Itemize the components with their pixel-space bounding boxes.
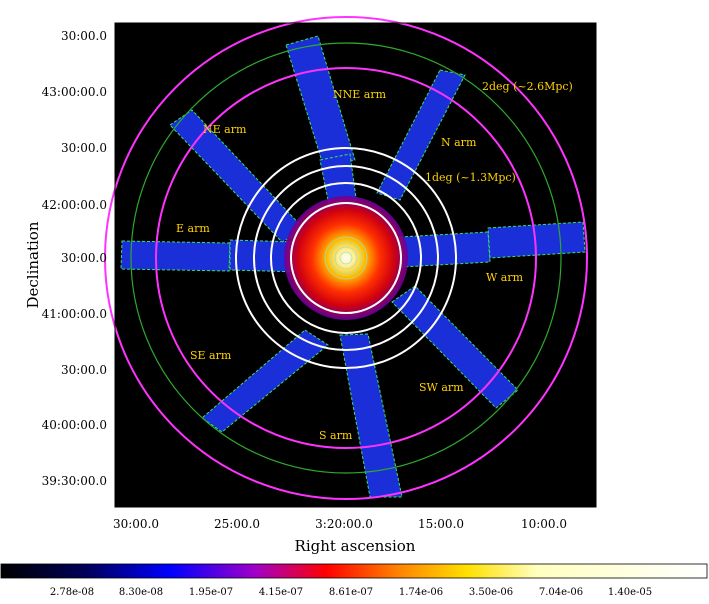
colorbar-tick-label: 3.50e-06 — [469, 587, 513, 598]
y-tick-label: 30:00.0 — [61, 29, 107, 43]
label-n-arm: N arm — [441, 136, 477, 149]
y-tick-label: 39:30:00.0 — [42, 474, 107, 488]
arm-s-strip — [339, 333, 403, 498]
arm-e-strip — [120, 240, 231, 272]
label-w-arm: W arm — [486, 271, 524, 284]
arm-w-inner — [399, 231, 491, 268]
arm-nne-strip — [285, 35, 356, 169]
colorbar-tick-labels: 2.78e-08 8.30e-08 1.95e-07 4.15e-07 8.61… — [50, 587, 652, 598]
colorbar — [0, 563, 708, 579]
magenta-ring-inner — [155, 67, 537, 449]
x-tick-label: 3:20:00.0 — [315, 517, 373, 531]
label-nne-arm: NNE arm — [333, 88, 387, 101]
y-tick-labels: 30:00.0 43:00:00.0 30:00.0 42:00:00.0 30… — [42, 29, 107, 488]
cluster-core — [284, 196, 408, 320]
x-tick-label: 15:00.0 — [418, 517, 464, 531]
y-tick-label: 30:00.0 — [61, 141, 107, 155]
magenta-ring-outer — [104, 16, 588, 500]
label-ne-arm: NE arm — [203, 123, 247, 136]
annotation-2deg: 2deg (~2.6Mpc) — [482, 80, 573, 93]
label-s-arm: S arm — [319, 429, 353, 442]
y-axis-label: Declination — [24, 221, 42, 308]
label-sw-arm: SW arm — [419, 381, 464, 394]
y-tick-label: 40:00:00.0 — [42, 418, 107, 432]
white-rings — [235, 147, 457, 369]
cluster-contours — [324, 236, 368, 280]
plot-frame — [114, 22, 597, 508]
colorbar-tick-label: 2.78e-08 — [50, 587, 94, 598]
colorbar-tick-label: 8.61e-07 — [329, 587, 373, 598]
y-tick-label: 42:00:00.0 — [42, 198, 107, 212]
label-e-arm: E arm — [176, 222, 210, 235]
y-tick-label: 43:00:00.0 — [42, 85, 107, 99]
y-tick-label: 30:00.0 — [61, 363, 107, 377]
colorbar-tick-label: 1.95e-07 — [189, 587, 233, 598]
x-tick-label: 25:00.0 — [214, 517, 260, 531]
y-tick-label: 30:00.0 — [61, 251, 107, 265]
arm-sw-strip — [391, 285, 519, 409]
colorbar-tick-label: 1.74e-06 — [399, 587, 443, 598]
colorbar-tick-label: 1.40e-05 — [608, 587, 652, 598]
y-tick-label: 41:00:00.0 — [42, 307, 107, 321]
colorbar-tick-label: 8.30e-08 — [119, 587, 163, 598]
green-circle — [130, 42, 562, 474]
x-tick-label: 10:00.0 — [521, 517, 567, 531]
colorbar-tick-label: 7.04e-06 — [539, 587, 583, 598]
colorbar-tick-label: 4.15e-07 — [259, 587, 303, 598]
annotation-1deg: 1deg (~1.3Mpc) — [425, 171, 516, 184]
x-tick-labels: 30:00.0 25:00.0 3:20:00.0 15:00.0 10:00.… — [113, 517, 567, 531]
x-tick-label: 30:00.0 — [113, 517, 159, 531]
x-axis-label: Right ascension — [295, 537, 416, 555]
label-se-arm: SE arm — [190, 349, 232, 362]
